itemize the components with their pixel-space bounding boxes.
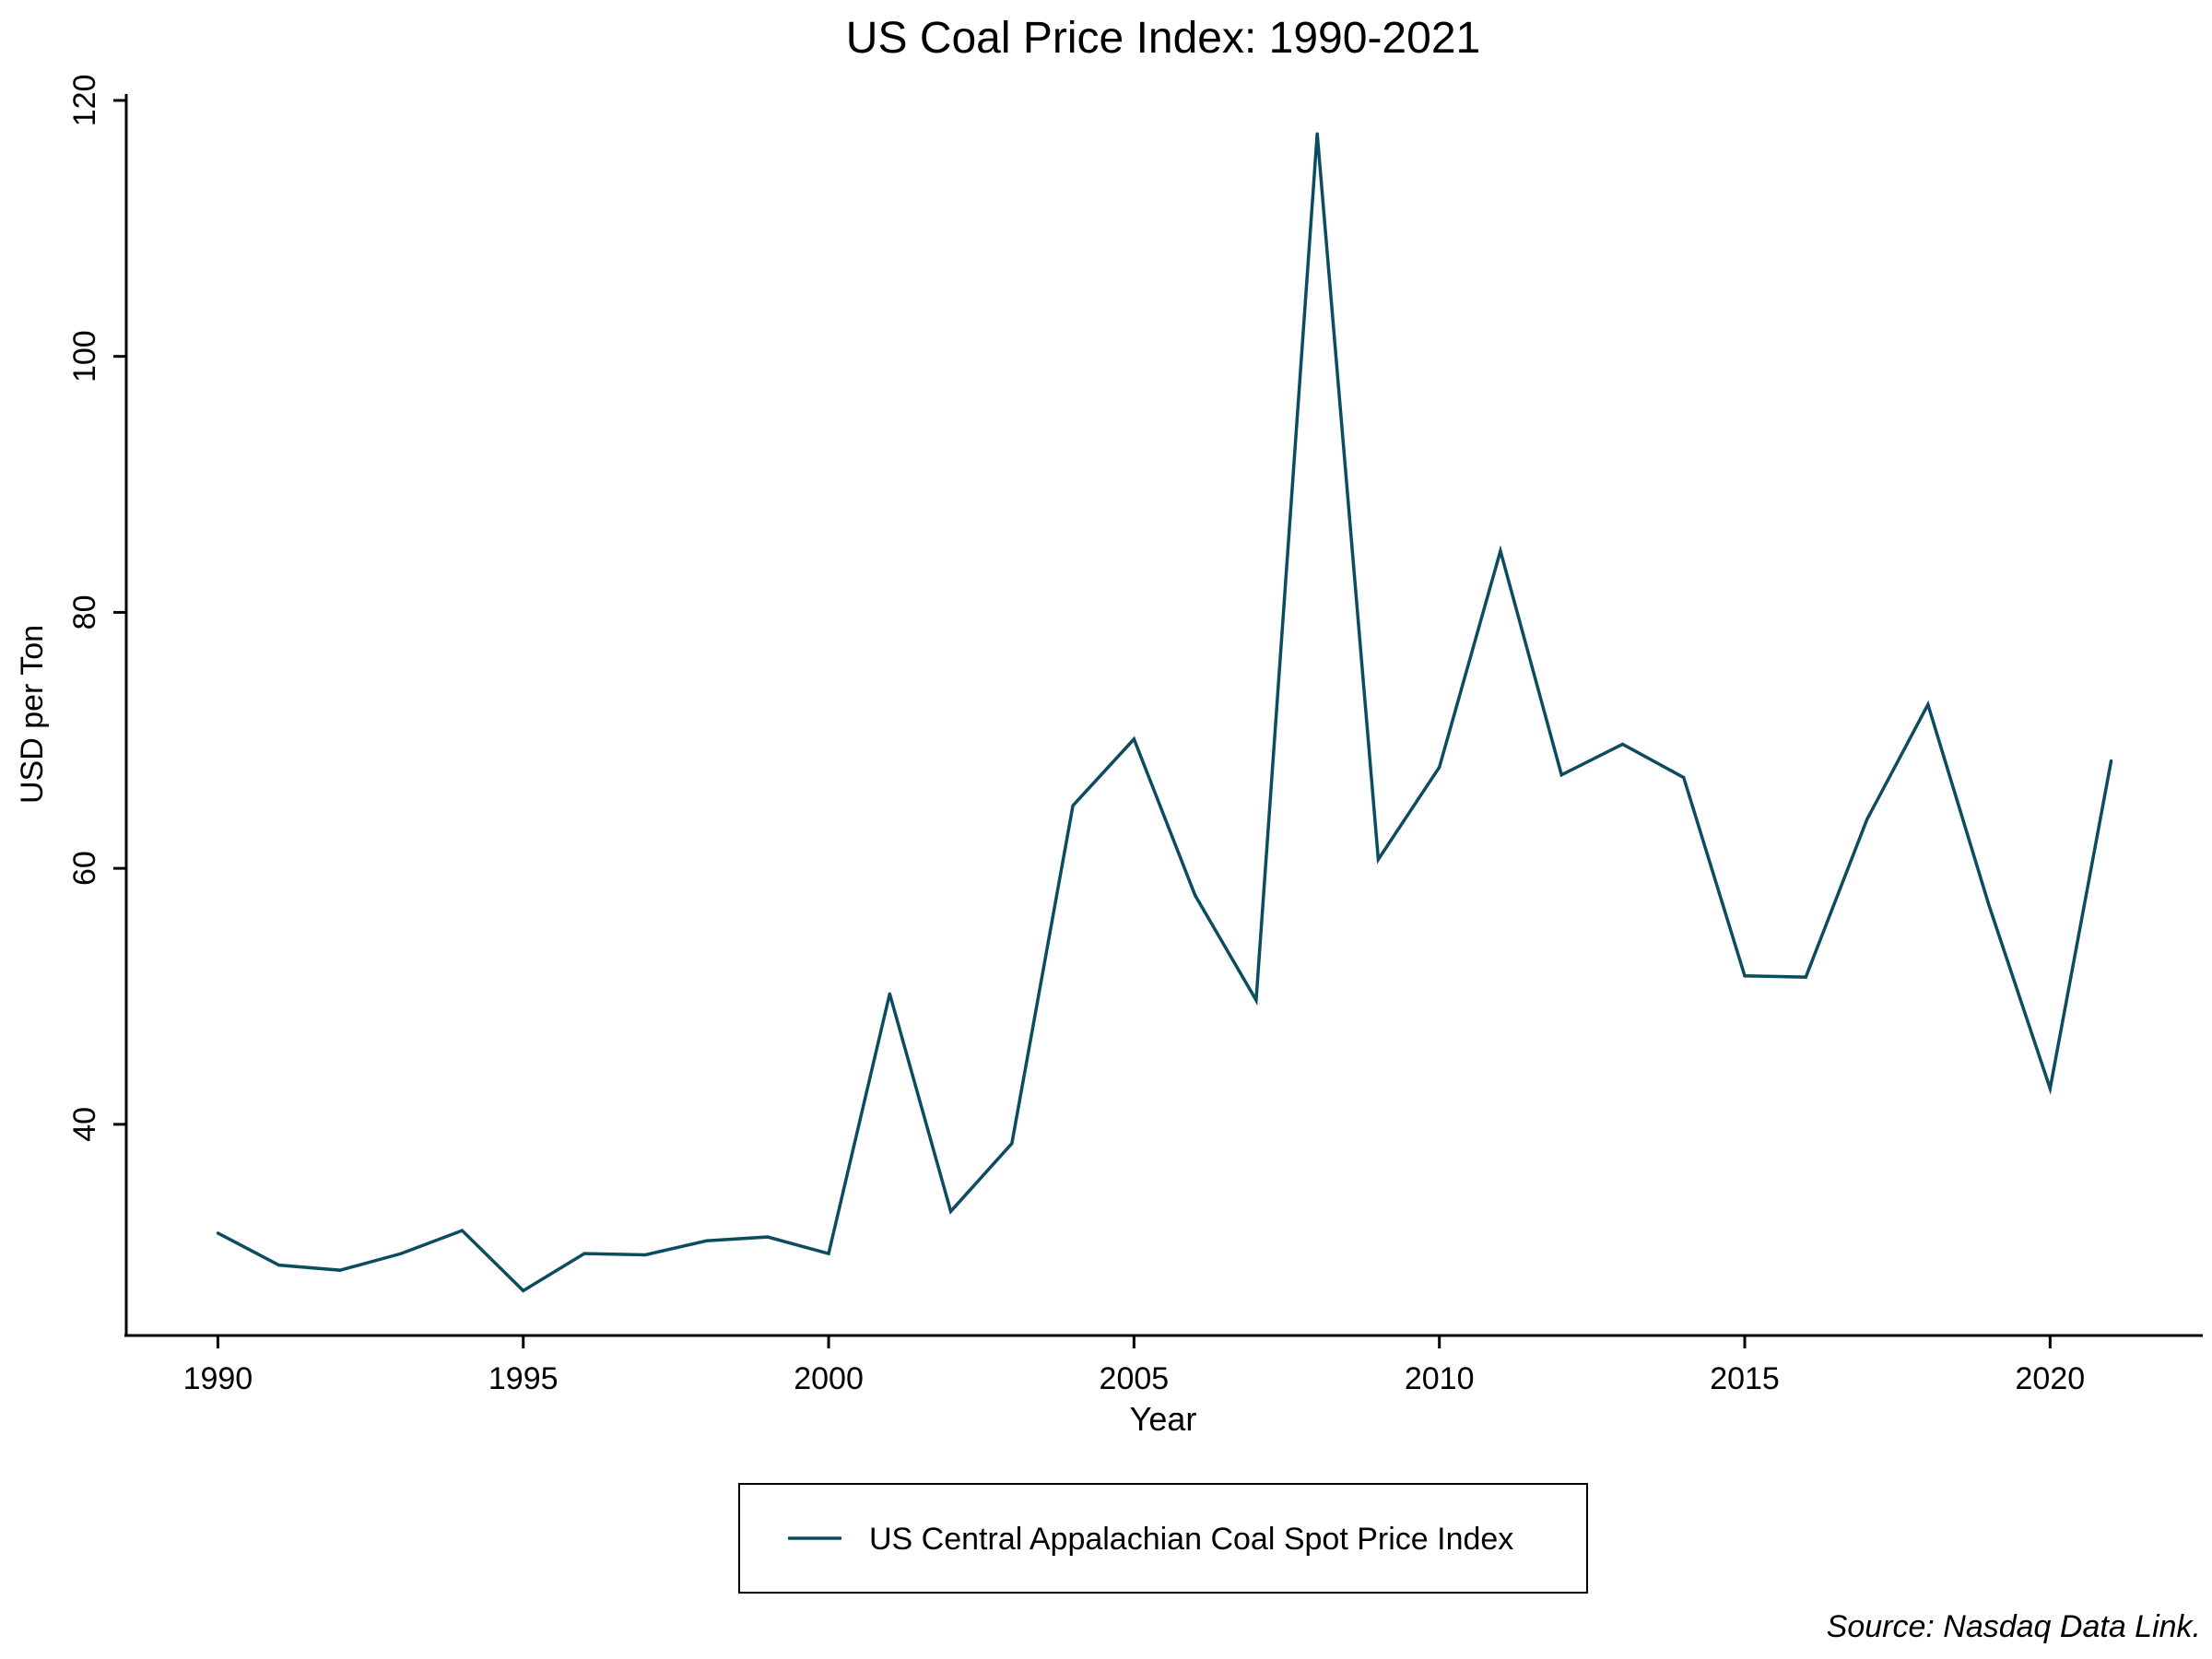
data-point [1071,804,1075,807]
data-point [1620,742,1625,747]
legend: US Central Appalachian Coal Spot Price I… [738,1483,1588,1594]
data-point [1804,975,1807,979]
data-point [1559,773,1563,777]
data-point [827,1252,830,1255]
data-point [1743,974,1747,978]
data-point [643,1253,647,1257]
data-point [888,992,891,995]
y-axis-label: USD per Ton [15,625,50,804]
source-note: Source: Nasdaq Data Link. [1827,1609,2201,1644]
y-tick-label: 60 [67,851,102,886]
x-tick-label: 1995 [488,1361,559,1396]
data-point [1194,893,1197,897]
data-point [1010,1142,1014,1146]
legend-box [738,1483,1588,1594]
legend-label: US Central Appalachian Coal Spot Price I… [869,1522,1513,1557]
data-point [948,1209,953,1213]
data-point [1315,132,1319,135]
data-point [582,1252,586,1255]
x-tick-label: 2020 [2016,1361,2086,1396]
series-layer [216,132,2113,1293]
data-point [1499,549,1502,553]
y-tick-label: 100 [67,330,102,382]
data-point [2110,759,2113,763]
data-point [704,1239,709,1242]
data-point [399,1252,403,1255]
x-axis: 1990 1995 2000 2005 2010 2015 2020 [124,1334,2203,1396]
series-line [217,133,2113,1293]
x-tick-label: 2000 [794,1361,864,1396]
chart-title: US Coal Price Index: 1990-2021 [846,14,1480,63]
data-point [1132,737,1135,741]
data-point [1438,765,1441,770]
data-point [522,1288,525,1292]
x-axis-label: Year [1130,1400,1197,1438]
data-point [338,1268,342,1272]
data-point [1254,998,1258,1002]
data-point [1987,903,1991,908]
data-point [216,1231,219,1235]
x-tick-label: 2015 [1710,1361,1780,1396]
x-tick-label: 1990 [183,1361,253,1396]
x-tick-label: 2005 [1100,1361,1170,1396]
y-tick-label: 80 [67,594,102,629]
data-point [277,1264,281,1267]
y-tick-label: 40 [67,1107,102,1142]
data-point [2048,1087,2052,1090]
y-axis: 40 60 80 100 120 [67,75,128,1335]
data-point [1926,702,1930,706]
y-tick-label: 120 [67,75,102,127]
data-point [1865,818,1869,821]
data-point [1682,775,1686,780]
data-point [460,1229,465,1232]
data-point [766,1235,770,1239]
data-point [1376,857,1381,862]
x-tick-label: 2010 [1405,1361,1475,1396]
